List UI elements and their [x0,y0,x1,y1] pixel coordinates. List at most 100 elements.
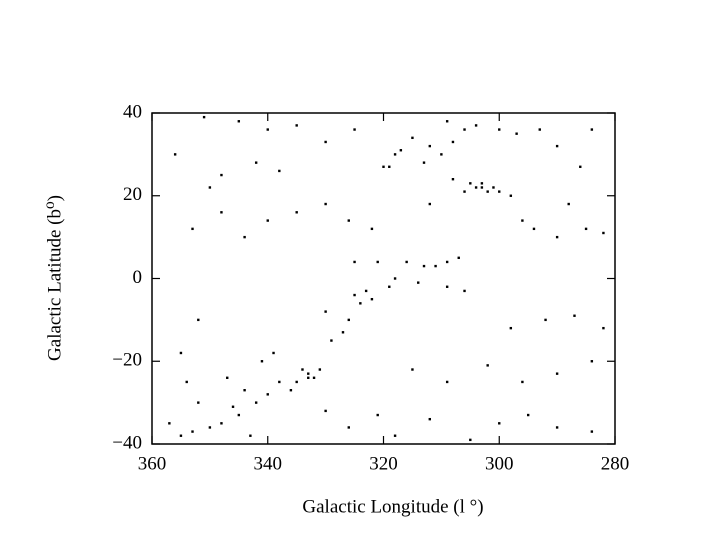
data-point [353,293,356,297]
data-point [469,438,472,442]
data-point [393,153,397,156]
data-point [376,260,379,264]
data-point [474,186,478,189]
data-point [544,318,547,322]
data-point [347,426,350,429]
data-point [417,281,420,284]
data-point [555,144,559,148]
y-tick-label: 0 [133,267,143,288]
data-point [324,140,327,144]
data-point [567,202,570,206]
data-point [376,413,379,417]
data-point [202,115,206,119]
data-point [451,140,455,144]
data-point [498,422,501,425]
data-point [324,202,327,206]
data-point [590,360,594,363]
data-point [353,260,356,264]
data-point [272,351,275,355]
data-point [555,426,559,429]
x-tick-label: 360 [138,453,167,474]
data-point [526,413,530,417]
data-point [191,430,194,433]
data-point [573,314,576,317]
data-point [411,136,414,140]
x-tick-label: 340 [254,453,283,474]
data-point [341,331,345,334]
data-point [399,149,403,152]
data-point [521,380,524,384]
data-point [492,186,495,189]
data-point [260,360,264,363]
data-point [382,165,385,168]
data-point [538,128,541,131]
plot-frame [151,112,616,445]
data-point [295,211,298,214]
data-point [474,124,478,127]
data-point [405,260,408,264]
data-point [278,380,281,384]
data-point [237,413,241,417]
data-point [498,128,501,131]
x-tick-label: 300 [485,453,514,474]
data-point [590,430,594,433]
data-point [584,227,588,231]
data-point [220,211,223,214]
data-point [197,318,200,322]
data-point [364,289,368,293]
data-point [602,326,605,330]
y-axis-label: Galactic Latitude (b⁰) [44,195,65,361]
data-point [324,310,327,313]
data-point [555,372,559,375]
y-tick-label: 40 [123,101,142,122]
data-point [208,426,212,429]
data-point [440,153,443,156]
data-point [243,389,246,392]
data-point [179,351,183,355]
data-point [307,376,310,379]
data-point [422,161,426,164]
data-point [515,132,518,135]
data-point [532,227,536,231]
data-point [226,376,229,379]
data-point [249,434,252,437]
data-point [254,401,258,404]
data-point [185,380,188,384]
data-point [445,120,449,123]
data-point [318,368,322,371]
data-point [428,202,431,206]
data-point [173,153,177,156]
data-point [231,405,235,408]
data-point [191,227,194,231]
data-point [254,161,258,164]
data-point [197,401,200,404]
data-point [243,235,246,239]
data-point [237,120,241,123]
data-point [324,409,327,413]
data-point [428,417,431,421]
data-point [434,264,437,268]
data-point [469,182,472,185]
data-point [388,165,391,168]
data-point [347,318,350,322]
data-point [353,128,356,131]
data-point [179,434,183,437]
data-point [312,376,316,379]
data-point [278,169,281,173]
data-point [590,128,594,131]
data-point [393,434,397,437]
data-point [451,178,455,181]
data-point [393,277,397,280]
data-point [555,235,559,239]
data-point [428,144,431,148]
data-point [463,289,466,293]
data-point [301,368,304,371]
data-point [370,227,374,231]
x-tick-label: 280 [601,453,630,474]
y-tick-label: −40 [112,432,142,453]
data-point [486,190,489,193]
data-point [266,393,269,396]
data-point [486,364,489,367]
data-point [168,422,171,425]
